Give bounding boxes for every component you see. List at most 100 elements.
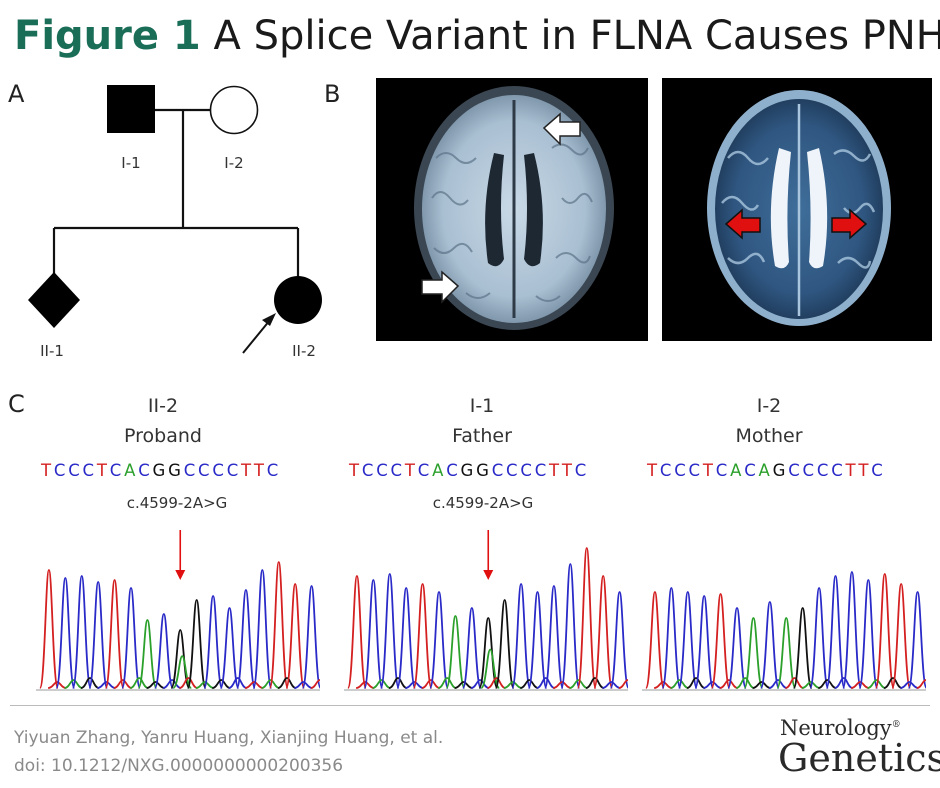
sequence-base: C [659,461,675,480]
trace-peak-C [694,595,715,689]
trace-noise [129,677,149,689]
trace-noise [405,681,424,689]
trace-noise [653,681,673,689]
sequence-base: T [41,461,54,480]
footer-authors: Yiyuan Zhang, Yanru Huang, Xianjing Huan… [14,728,444,748]
trace-noise [552,681,572,689]
sequence-base: T [702,461,716,480]
chromatogram-id: II-2 [147,395,179,417]
trace-peak-C [379,573,400,689]
sequence-base: G [460,461,477,480]
trace-noise [421,679,440,689]
chromatogram-title-father: I-1 Father [452,391,512,451]
trace-noise [228,677,247,689]
trace-noise [244,681,264,689]
trace-noise [916,679,926,689]
mri-red-arrow [831,208,868,240]
chromatogram-role: Proband [124,425,202,447]
trace-noise [372,679,391,689]
trace-noise [585,677,605,689]
trace-peak-A-secondary [480,648,501,689]
chromatogram-id: I-2 [756,395,782,417]
pedigree-label-I-2: I-2 [224,154,244,172]
trace-peak-C [842,571,862,689]
trace-peak-T [412,583,433,689]
chromatogram-title-mother: I-2 Mother [735,391,802,451]
pedigree-chart [28,85,322,354]
trace-peak-A [137,619,158,689]
sequence-base: A [730,461,745,480]
trace-noise [569,679,588,689]
chromatogram-role: Father [452,425,512,447]
trace-noise [536,677,555,689]
sequence-base: T [858,461,872,480]
sequence-base: C [226,461,242,480]
trace-noise [520,679,539,689]
sequence-base: C [744,461,759,480]
trace-noise [310,679,320,689]
sequence-base: C [68,461,83,480]
pedigree-label-I-1: I-1 [121,154,141,172]
trace-noise [670,679,689,689]
trace-peak-C [429,591,449,689]
sequence-base: C [688,461,703,480]
trace-peak-C [461,607,482,689]
trace-peak-T [874,573,895,689]
figure-label: Figure 1 [14,13,201,59]
trace-peak-C [121,587,141,689]
trace-peak-T [576,547,597,689]
pedigree-affected-male-I-1 [107,85,155,133]
pedigree-affected-female-II-2 [274,276,322,324]
trace-noise [80,677,100,689]
trace-noise [294,681,313,689]
mri-white-arrow [542,112,581,146]
trace-noise [719,679,738,689]
trace-peak-C [203,595,224,689]
pedigree-label-II-1: II-1 [40,342,64,360]
trace-peak-T [39,569,59,689]
trace-peak-C [252,569,273,689]
sequence-base: T [845,461,859,480]
sequence-base: T [404,461,418,480]
trace-peak-C [236,589,256,689]
sequence-mother: TCCCTCACAGCCCCTTC [647,461,886,480]
trace-peak-C [809,587,830,689]
trace-peak-A [743,617,764,689]
trace-peak-C [511,583,532,689]
trace-peak-C [609,591,628,689]
mri-image-right [662,78,932,341]
sequence-base: C [138,461,153,480]
trace-noise [602,681,621,689]
trace-noise [686,677,706,689]
sequence-base: C [212,461,227,480]
sequence-base: C [506,461,521,480]
sequence-base: C [109,461,125,480]
sequence-base: C [53,461,69,480]
sequence-father: TCCCTCACGGCCCCTTC [349,461,589,480]
trace-noise [487,677,506,689]
trace-peak-C [55,577,76,689]
sequence-base: C [446,461,461,480]
sequence-base: C [788,461,803,480]
trace-peak-C [363,579,384,689]
journal-logo-line2: Genetics [778,736,940,780]
sequence-base: C [376,461,391,480]
trace-noise [113,679,132,689]
trace-peak-C [396,587,417,689]
sequence-base: T [96,461,110,480]
sequence-base: C [266,461,282,480]
trace-peak-G [186,599,207,689]
sequence-base: T [561,461,575,480]
trace-noise [618,679,628,689]
trace-peak-T [104,579,125,689]
sequence-base: T [349,461,362,480]
panel-label-c: C [8,390,25,418]
trace-noise [388,677,408,689]
variant-arrowhead [175,570,186,580]
sequence-base: C [816,461,832,480]
trace-noise [703,681,722,689]
trace-peak-C [907,591,926,689]
trace-noise [195,681,215,689]
trace-peak-G [792,607,813,689]
trace-noise [503,681,523,689]
